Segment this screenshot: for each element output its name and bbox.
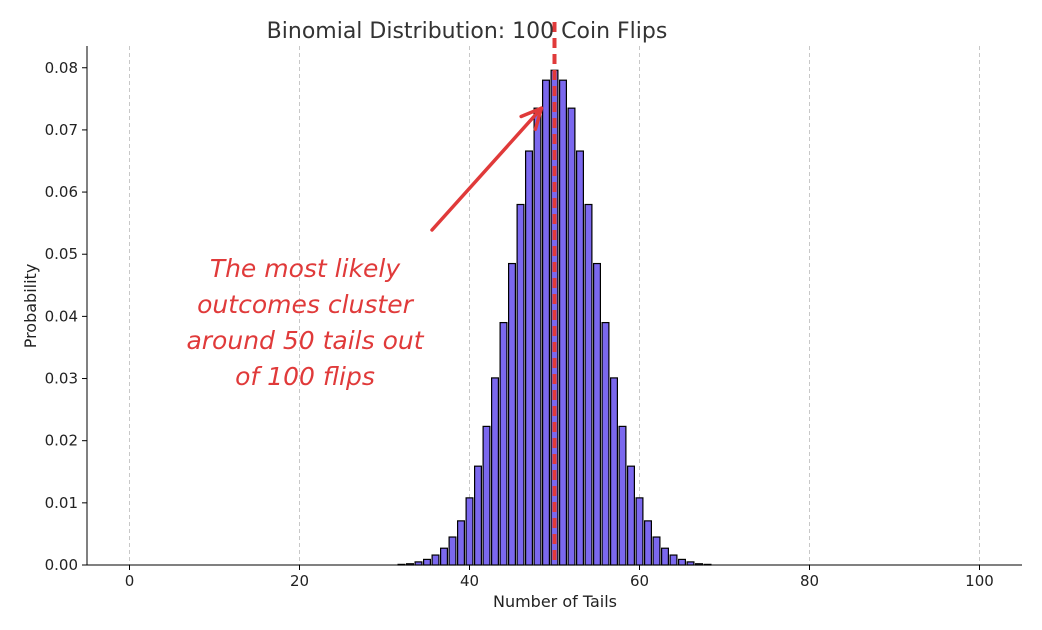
bar xyxy=(626,465,635,566)
bar xyxy=(516,203,525,566)
axes xyxy=(86,46,1022,566)
bar xyxy=(618,425,627,566)
bar xyxy=(592,262,601,566)
bar xyxy=(482,425,491,566)
x-tick-label: 60 xyxy=(630,572,649,590)
bar xyxy=(677,558,686,566)
annotation-line: outcomes cluster xyxy=(197,290,414,319)
x-tick-label: 0 xyxy=(125,572,135,590)
y-tick-label: 0.01 xyxy=(45,494,78,512)
bar xyxy=(575,150,584,566)
bar xyxy=(660,547,669,566)
bar xyxy=(457,520,466,566)
annotation-arrow-shaft xyxy=(430,106,544,232)
bar xyxy=(643,520,652,566)
y-tick-label: 0.03 xyxy=(45,370,78,388)
bar xyxy=(609,377,618,566)
bar xyxy=(601,321,610,566)
bar xyxy=(524,150,533,566)
annotation-line: around 50 tails out xyxy=(186,326,424,355)
y-tick-label: 0.00 xyxy=(45,556,78,574)
bar xyxy=(474,465,483,566)
x-axis-label: Number of Tails xyxy=(493,592,617,611)
x-tick-label: 80 xyxy=(800,572,819,590)
x-tick-label: 100 xyxy=(965,572,994,590)
bar xyxy=(652,536,661,566)
chart-title: Binomial Distribution: 100 Coin Flips xyxy=(267,19,668,44)
y-axis-label: Probability xyxy=(21,264,40,349)
annotation-line: The most likely xyxy=(210,254,402,283)
x-tick-label: 20 xyxy=(290,572,309,590)
bar xyxy=(635,497,644,566)
y-ticks: 0.00 0.01 0.02 0.03 0.04 0.05 0.06 0.07 0.08 xyxy=(45,59,87,574)
grid-lines xyxy=(129,46,980,565)
annotation-line: of 100 flips xyxy=(235,362,375,391)
bar xyxy=(448,536,457,566)
bar xyxy=(491,377,500,566)
bar xyxy=(431,554,440,566)
bar xyxy=(533,107,542,566)
bar xyxy=(669,554,678,566)
y-tick-label: 0.07 xyxy=(45,121,78,139)
bar xyxy=(440,547,449,566)
y-tick-label: 0.05 xyxy=(45,245,78,263)
bar xyxy=(558,79,567,566)
annotation-arrow-head xyxy=(519,106,544,132)
annotation-group: The most likely outcomes cluster around 50… xyxy=(186,106,544,391)
bar xyxy=(584,203,593,566)
bar xyxy=(423,558,432,566)
bar xyxy=(465,497,474,566)
y-tick-label: 0.08 xyxy=(45,59,78,77)
bar xyxy=(499,321,508,566)
x-ticks: 0 20 40 60 80 100 xyxy=(125,565,994,590)
bar xyxy=(508,262,517,566)
x-tick-label: 40 xyxy=(460,572,479,590)
y-tick-label: 0.04 xyxy=(45,307,78,325)
y-tick-label: 0.02 xyxy=(45,432,78,450)
bar xyxy=(541,79,550,566)
bar xyxy=(567,107,576,566)
y-tick-label: 0.06 xyxy=(45,183,78,201)
